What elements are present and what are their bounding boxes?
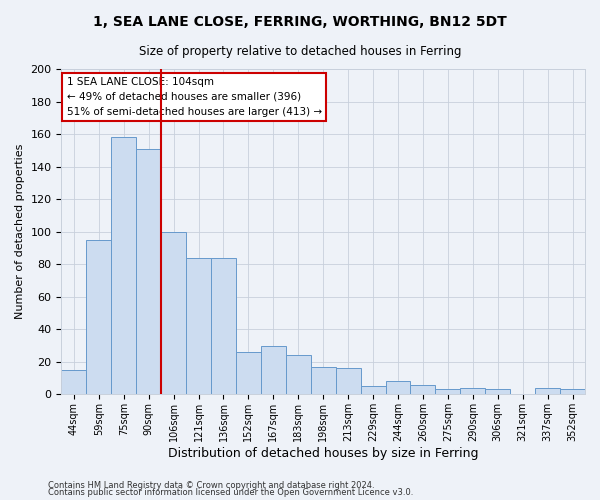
Bar — [161, 232, 186, 394]
Bar — [311, 366, 335, 394]
Text: 1, SEA LANE CLOSE, FERRING, WORTHING, BN12 5DT: 1, SEA LANE CLOSE, FERRING, WORTHING, BN… — [93, 15, 507, 29]
Text: Size of property relative to detached houses in Ferring: Size of property relative to detached ho… — [139, 45, 461, 58]
Bar — [460, 388, 485, 394]
Bar — [361, 386, 386, 394]
Bar — [86, 240, 111, 394]
Bar — [560, 390, 585, 394]
Text: Contains HM Land Registry data © Crown copyright and database right 2024.: Contains HM Land Registry data © Crown c… — [48, 480, 374, 490]
Text: 1 SEA LANE CLOSE: 104sqm
← 49% of detached houses are smaller (396)
51% of semi-: 1 SEA LANE CLOSE: 104sqm ← 49% of detach… — [67, 77, 322, 116]
Bar — [535, 388, 560, 394]
Bar — [261, 346, 286, 395]
Bar — [211, 258, 236, 394]
Bar — [485, 390, 510, 394]
Bar — [236, 352, 261, 395]
Bar — [386, 382, 410, 394]
Y-axis label: Number of detached properties: Number of detached properties — [15, 144, 25, 320]
Bar — [410, 384, 436, 394]
Bar — [61, 370, 86, 394]
X-axis label: Distribution of detached houses by size in Ferring: Distribution of detached houses by size … — [168, 447, 478, 460]
Bar — [286, 356, 311, 395]
Bar — [136, 148, 161, 394]
Bar — [335, 368, 361, 394]
Bar — [111, 138, 136, 394]
Bar — [186, 258, 211, 394]
Text: Contains public sector information licensed under the Open Government Licence v3: Contains public sector information licen… — [48, 488, 413, 497]
Bar — [436, 390, 460, 394]
